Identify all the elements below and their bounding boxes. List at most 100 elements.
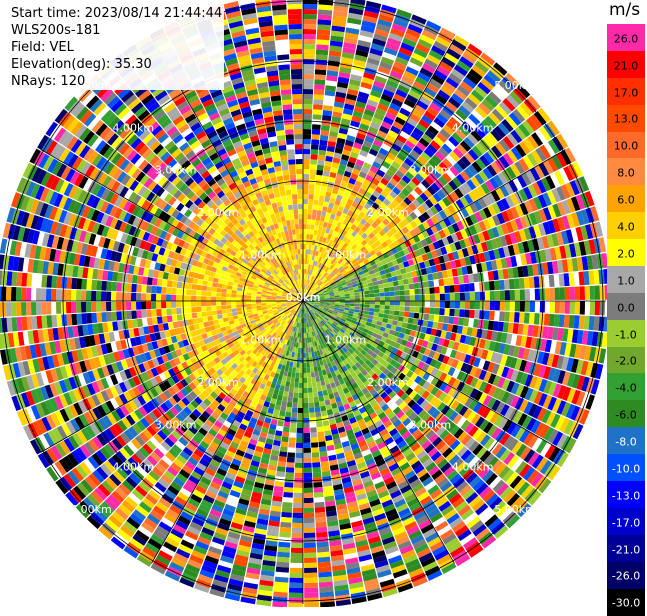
- radar-gate: [308, 204, 313, 209]
- radar-gate: [304, 483, 313, 488]
- radar-gate: [310, 169, 317, 174]
- radar-gate: [304, 593, 318, 598]
- radar-gate: [380, 292, 385, 296]
- radar-gate: [313, 109, 322, 115]
- radar-gate: [570, 301, 575, 314]
- radar-gate: [298, 393, 303, 398]
- radar-gate: [294, 388, 299, 393]
- radar-gate: [317, 431, 324, 437]
- radar-gate: [280, 385, 285, 391]
- radar-gate: [295, 453, 303, 458]
- radar-gate: [304, 568, 317, 573]
- radar-gate: [409, 312, 415, 318]
- radar-gate: [321, 461, 330, 467]
- radar-gate: [303, 378, 307, 383]
- radar-gate: [415, 301, 420, 307]
- radar-gate: [284, 422, 291, 428]
- radar-gate: [485, 301, 490, 310]
- radar-gate: [321, 385, 326, 391]
- radar-gate: [400, 296, 405, 301]
- radar-gate: [304, 498, 314, 503]
- radar-gate: [300, 358, 303, 363]
- radar-gate: [309, 402, 314, 407]
- radar-gate: [304, 453, 312, 458]
- radar-gate: [415, 295, 420, 301]
- radar-gate: [303, 333, 305, 338]
- radar-gate: [464, 309, 470, 317]
- radar-gate: [284, 482, 293, 488]
- radar-gate: [311, 149, 319, 155]
- radar-gate: [545, 288, 550, 300]
- radar-gate: [309, 407, 315, 412]
- radar-gate: [509, 279, 515, 289]
- radar-gate: [304, 493, 314, 498]
- radar-gate: [398, 316, 404, 322]
- radar-gate: [298, 403, 303, 408]
- radar-gate: [295, 458, 303, 463]
- radar-gate: [440, 301, 445, 308]
- radar-gate: [433, 315, 439, 322]
- radar-gate: [308, 393, 313, 398]
- radar-gate: [354, 292, 359, 295]
- radar-gate: [303, 24, 316, 29]
- radar-gate: [293, 508, 303, 513]
- radar-gate: [308, 249, 311, 254]
- radar-gate: [295, 468, 303, 473]
- radar-gate: [303, 159, 310, 164]
- radar-gate: [296, 448, 303, 453]
- radar-gate: [277, 557, 290, 563]
- radar-gate: [310, 164, 317, 169]
- radar-gate: [278, 456, 286, 462]
- radar-gate: [290, 568, 303, 573]
- radar-gate: [303, 94, 313, 99]
- radar-gate: [288, 367, 292, 373]
- radar-gate: [298, 343, 301, 348]
- radar-gate: [404, 312, 410, 318]
- radar-gate: [315, 74, 326, 80]
- radar-gate: [394, 286, 400, 291]
- radar-gate: [305, 254, 308, 259]
- radar-gate: [283, 492, 293, 498]
- radar-gate: [345, 299, 350, 301]
- radar-gate: [303, 179, 309, 184]
- radar-gate: [360, 295, 365, 298]
- radar-gate: [303, 54, 315, 59]
- radar-gate: [294, 483, 303, 488]
- radar-gate: [500, 301, 505, 311]
- radar-gate: [286, 462, 294, 468]
- radar-gate: [289, 437, 296, 443]
- radar-gate: [349, 306, 354, 309]
- radar-gate: [297, 418, 303, 423]
- radar-gate: [321, 185, 327, 191]
- radar-gate: [303, 149, 310, 154]
- radar-gate: [316, 527, 327, 533]
- radar-gate: [404, 306, 409, 311]
- radar-gate: [390, 306, 395, 311]
- radar-gate: [303, 14, 317, 19]
- radar-gate: [303, 29, 316, 34]
- radar-gate: [316, 532, 328, 538]
- radar-gate: [319, 145, 327, 151]
- radar-gate: [474, 310, 480, 319]
- radar-gate: [309, 234, 313, 239]
- radar-gate: [299, 378, 303, 383]
- radar-gate: [282, 431, 289, 437]
- radar-gate: [304, 573, 317, 578]
- radar-gate: [380, 297, 385, 301]
- radar-gate: [314, 89, 324, 95]
- radar-gate: [388, 315, 394, 320]
- radar-gate: [304, 463, 312, 468]
- radar-gate: [383, 283, 389, 288]
- radar-gate: [569, 315, 575, 328]
- radar-gate: [389, 310, 395, 315]
- radar-gate: [314, 225, 318, 231]
- radar-gate: [395, 291, 400, 296]
- radar-gate: [308, 383, 312, 388]
- radar-gate: [293, 498, 303, 503]
- radar-gate: [382, 278, 388, 283]
- radar-gate: [529, 277, 535, 288]
- radar-gate: [303, 4, 317, 9]
- radar-gate: [304, 523, 315, 528]
- radar-gate: [564, 273, 570, 286]
- radar-gate: [524, 277, 530, 288]
